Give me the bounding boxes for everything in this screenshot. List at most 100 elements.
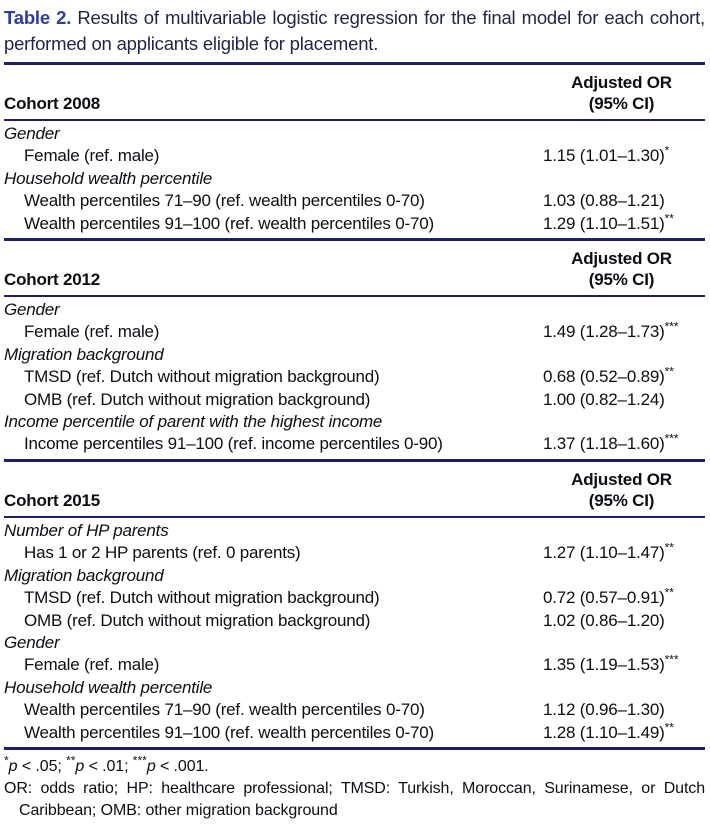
column-header-line1: Adjusted OR bbox=[571, 73, 672, 92]
header-rule bbox=[4, 119, 705, 121]
row-value: 1.27 (1.10–1.47)** bbox=[543, 540, 674, 563]
column-header: Adjusted OR (95% CI) bbox=[540, 469, 705, 511]
significance-stars: *** bbox=[664, 652, 679, 667]
row-value: 1.35 (1.19–1.53)*** bbox=[543, 652, 679, 675]
section-rows: Gender Female (ref. male) 1.15 (1.01–1.3… bbox=[4, 121, 705, 238]
section-header: Cohort 2012 Adjusted OR (95% CI) bbox=[4, 241, 705, 295]
table-row: Wealth percentiles 71–90 (ref. wealth pe… bbox=[4, 190, 705, 212]
table-row: Household wealth percentile bbox=[4, 677, 705, 699]
row-label: TMSD (ref. Dutch without migration backg… bbox=[24, 367, 380, 387]
table-row: Migration background bbox=[4, 565, 705, 587]
table-row: Number of HP parents bbox=[4, 520, 705, 542]
table-row: OMB (ref. Dutch without migration backgr… bbox=[4, 389, 705, 411]
section-header: Cohort 2015 Adjusted OR (95% CI) bbox=[4, 462, 705, 516]
table-row: Gender bbox=[4, 299, 705, 321]
table-row: OMB (ref. Dutch without migration backgr… bbox=[4, 610, 705, 632]
abbreviations-footnote: OR: odds ratio; HP: healthcare professio… bbox=[4, 780, 705, 819]
row-label: Wealth percentiles 71–90 (ref. wealth pe… bbox=[24, 191, 425, 211]
table-row: Wealth percentiles 91–100 (ref. wealth p… bbox=[4, 719, 705, 744]
section-header: Cohort 2008 Adjusted OR (95% CI) bbox=[4, 65, 705, 119]
category-label: Migration background bbox=[4, 344, 164, 364]
category-label: Gender bbox=[4, 124, 60, 143]
table-row: Migration background bbox=[4, 344, 705, 366]
row-value: 1.49 (1.28–1.73)*** bbox=[543, 319, 679, 342]
table-row: Wealth percentiles 91–100 (ref. wealth p… bbox=[4, 210, 705, 235]
column-header: Adjusted OR (95% CI) bbox=[540, 248, 705, 290]
column-header: Adjusted OR (95% CI) bbox=[540, 72, 705, 114]
category-label: Household wealth percentile bbox=[4, 168, 213, 188]
row-label: Female (ref. male) bbox=[24, 322, 160, 342]
row-label: OMB (ref. Dutch without migration backgr… bbox=[24, 610, 371, 630]
significance-stars: ** bbox=[66, 753, 76, 768]
row-value: 1.37 (1.18–1.60)*** bbox=[543, 431, 679, 454]
significance-stars: ** bbox=[664, 540, 674, 555]
cohort-label: Cohort 2012 bbox=[4, 270, 101, 290]
section-rows: Gender Female (ref. male) 1.49 (1.28–1.7… bbox=[4, 297, 705, 459]
table-row: Gender bbox=[4, 632, 705, 654]
significance-stars: * bbox=[4, 753, 9, 768]
category-label: Gender bbox=[4, 300, 60, 320]
row-value: 0.68 (0.52–0.89)** bbox=[543, 364, 674, 387]
row-label: OMB (ref. Dutch without migration backgr… bbox=[24, 389, 371, 409]
category-label: Migration background bbox=[4, 565, 164, 585]
cohort-label: Cohort 2008 bbox=[4, 94, 101, 113]
significance-stars: *** bbox=[132, 753, 147, 768]
row-label: Wealth percentiles 91–100 (ref. wealth p… bbox=[24, 213, 434, 233]
table-row: Wealth percentiles 71–90 (ref. wealth pe… bbox=[4, 699, 705, 721]
column-header-line1: Adjusted OR bbox=[571, 469, 672, 489]
column-header-line2: (95% CI) bbox=[588, 490, 655, 510]
row-value: 0.72 (0.57–0.91)** bbox=[543, 585, 674, 608]
row-label: Wealth percentiles 71–90 (ref. wealth pe… bbox=[24, 700, 425, 720]
row-label: TMSD (ref. Dutch without migration backg… bbox=[24, 588, 380, 608]
table-footnotes: *p < .05; **p < .01; ***p < .001. OR: od… bbox=[4, 750, 705, 822]
table-row: Gender bbox=[4, 123, 705, 145]
significance-stars: ** bbox=[664, 210, 674, 225]
category-label: Income percentile of parent with the hig… bbox=[4, 412, 383, 432]
row-value: 1.28 (1.10–1.49)** bbox=[543, 719, 674, 742]
row-value: 1.15 (1.01–1.30)* bbox=[543, 143, 670, 166]
significance-stars: ** bbox=[664, 585, 674, 600]
section-rows: Number of HP parents Has 1 or 2 HP paren… bbox=[4, 518, 705, 747]
table-row: TMSD (ref. Dutch without migration backg… bbox=[4, 366, 705, 388]
table-caption-text: Results of multivariable logistic regres… bbox=[4, 7, 705, 54]
table-row: Female (ref. male) 1.35 (1.19–1.53)*** bbox=[4, 654, 705, 676]
row-value: 1.02 (0.86–1.20) bbox=[543, 610, 665, 630]
table-row: Has 1 or 2 HP parents (ref. 0 parents) 1… bbox=[4, 542, 705, 564]
significance-stars: *** bbox=[664, 319, 679, 334]
category-label: Household wealth percentile bbox=[4, 677, 213, 697]
row-label: Has 1 or 2 HP parents (ref. 0 parents) bbox=[24, 543, 301, 563]
row-label: Female (ref. male) bbox=[24, 146, 160, 166]
table-row: Female (ref. male) 1.49 (1.28–1.73)*** bbox=[4, 321, 705, 343]
top-rule bbox=[4, 62, 705, 65]
table-row: TMSD (ref. Dutch without migration backg… bbox=[4, 585, 705, 609]
significance-stars: *** bbox=[664, 431, 679, 446]
significance-stars: ** bbox=[664, 364, 674, 379]
row-value: 1.29 (1.10–1.51)** bbox=[543, 210, 674, 233]
significance-footnote: *p < .05; **p < .01; ***p < .001. bbox=[4, 753, 209, 775]
category-label: Gender bbox=[4, 632, 60, 652]
section-rule bbox=[4, 238, 705, 242]
significance-stars: ** bbox=[664, 719, 674, 734]
column-header-line2: (95% CI) bbox=[588, 94, 655, 113]
row-value: 1.12 (0.96–1.30) bbox=[543, 700, 665, 720]
bottom-rule bbox=[4, 746, 705, 750]
header-rule bbox=[4, 295, 705, 298]
row-label: Female (ref. male) bbox=[24, 655, 160, 675]
row-label: Income percentiles 91–100 (ref. income p… bbox=[24, 434, 443, 454]
cohort-label: Cohort 2015 bbox=[4, 490, 101, 510]
table-caption: Table 2. Results of multivariable logist… bbox=[4, 5, 705, 57]
column-header-line2: (95% CI) bbox=[588, 270, 655, 290]
table-row: Income percentiles 91–100 (ref. income p… bbox=[4, 433, 705, 455]
table-row: Household wealth percentile bbox=[4, 168, 705, 190]
row-value: 1.03 (0.88–1.21) bbox=[543, 191, 665, 211]
category-label: Number of HP parents bbox=[4, 520, 169, 540]
table-row: Income percentile of parent with the hig… bbox=[4, 411, 705, 433]
table-number: Table 2. bbox=[4, 7, 72, 28]
row-label: Wealth percentiles 91–100 (ref. wealth p… bbox=[24, 722, 434, 742]
header-rule bbox=[4, 515, 705, 518]
row-value: 1.00 (0.82–1.24) bbox=[543, 389, 665, 409]
significance-stars: * bbox=[664, 143, 670, 158]
section-rule bbox=[4, 458, 705, 462]
table-row: Female (ref. male) 1.15 (1.01–1.30)* bbox=[4, 145, 705, 167]
